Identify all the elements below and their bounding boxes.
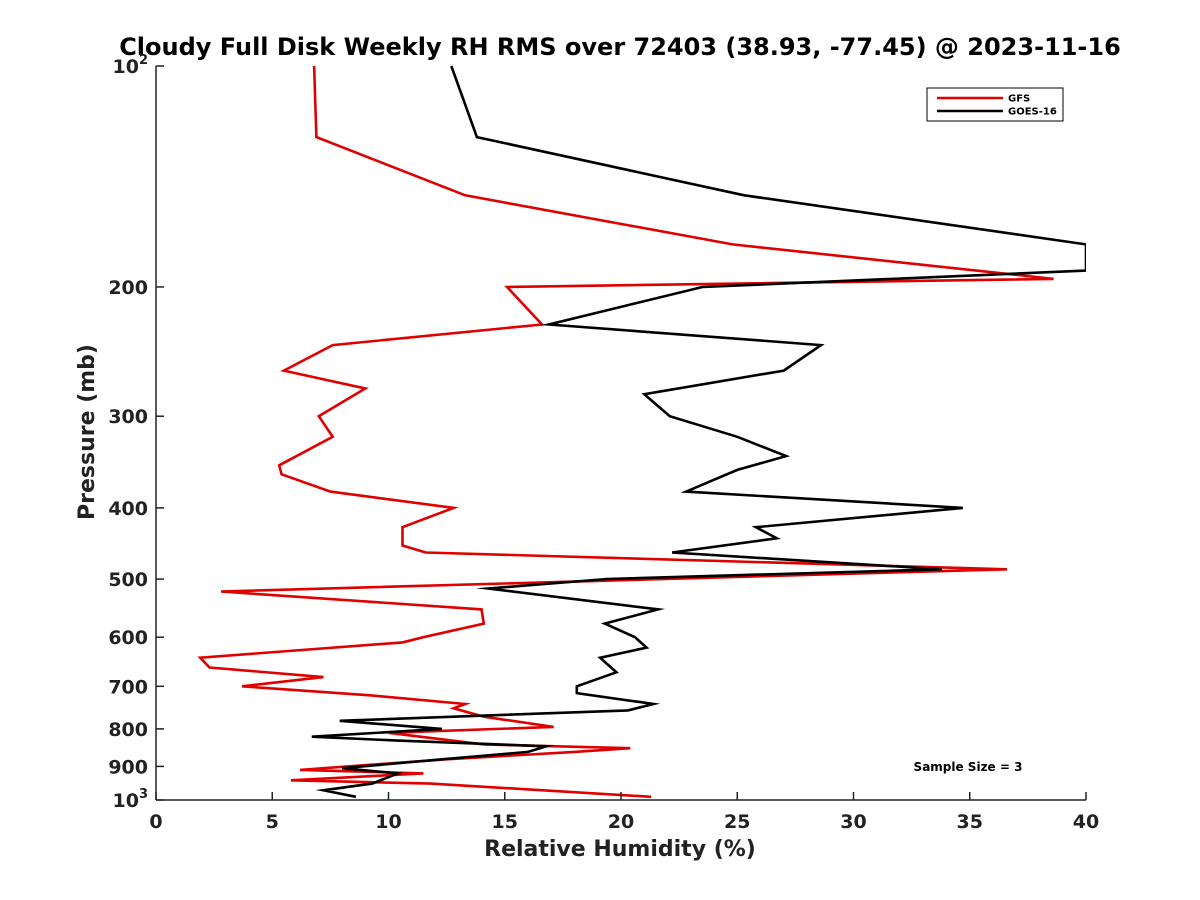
y-tick-label: 500: [108, 569, 148, 591]
y-tick-label: 700: [108, 676, 148, 698]
y-tick-label: 103: [113, 787, 149, 812]
plot-area: 0 5 10 15 20 25 30 35 40 102 200 300 400 500 600 700 80…: [108, 53, 1099, 833]
chart-title: Cloudy Full Disk Weekly RH RMS over 7240…: [119, 33, 1121, 61]
x-tick-label: 15: [492, 811, 518, 833]
y-tick-label: 400: [108, 498, 148, 520]
x-tick-label: 35: [957, 811, 983, 833]
x-tick-label: 10: [375, 811, 401, 833]
series-layer: [197, 65, 1086, 799]
y-axis-label: Pressure (mb): [75, 344, 100, 520]
x-tick-label: 30: [840, 811, 866, 833]
y-tick-label: 800: [108, 719, 148, 741]
y-tick-label: 900: [108, 756, 148, 778]
legend-label-goes16: GOES-16: [1008, 107, 1057, 118]
x-tick-label: 25: [724, 811, 750, 833]
x-tick-label: 20: [608, 811, 634, 833]
sample-size-annotation: Sample Size = 3: [914, 760, 1023, 774]
y-tick-label: 102: [113, 53, 149, 78]
y-axis-ticks: 102 200 300 400 500 600 700 800 900 103: [108, 53, 164, 812]
legend-label-gfs: GFS: [1008, 94, 1030, 105]
legend-box: [926, 87, 1064, 122]
x-axis-ticks: 0 5 10 15 20 25 30 35 40: [149, 792, 1099, 833]
y-tick-label: 300: [108, 406, 148, 428]
series-line-gfs: [197, 65, 1054, 799]
x-axis-label: Relative Humidity (%): [484, 837, 756, 862]
series-line-goes16: [311, 65, 1086, 799]
y-tick-label: 200: [108, 277, 148, 299]
x-tick-label: 40: [1073, 811, 1099, 833]
x-tick-label: 5: [266, 811, 279, 833]
legend: GFS GOES-16: [926, 87, 1064, 122]
x-tick-label: 0: [149, 811, 162, 833]
y-tick-label: 600: [108, 627, 148, 649]
